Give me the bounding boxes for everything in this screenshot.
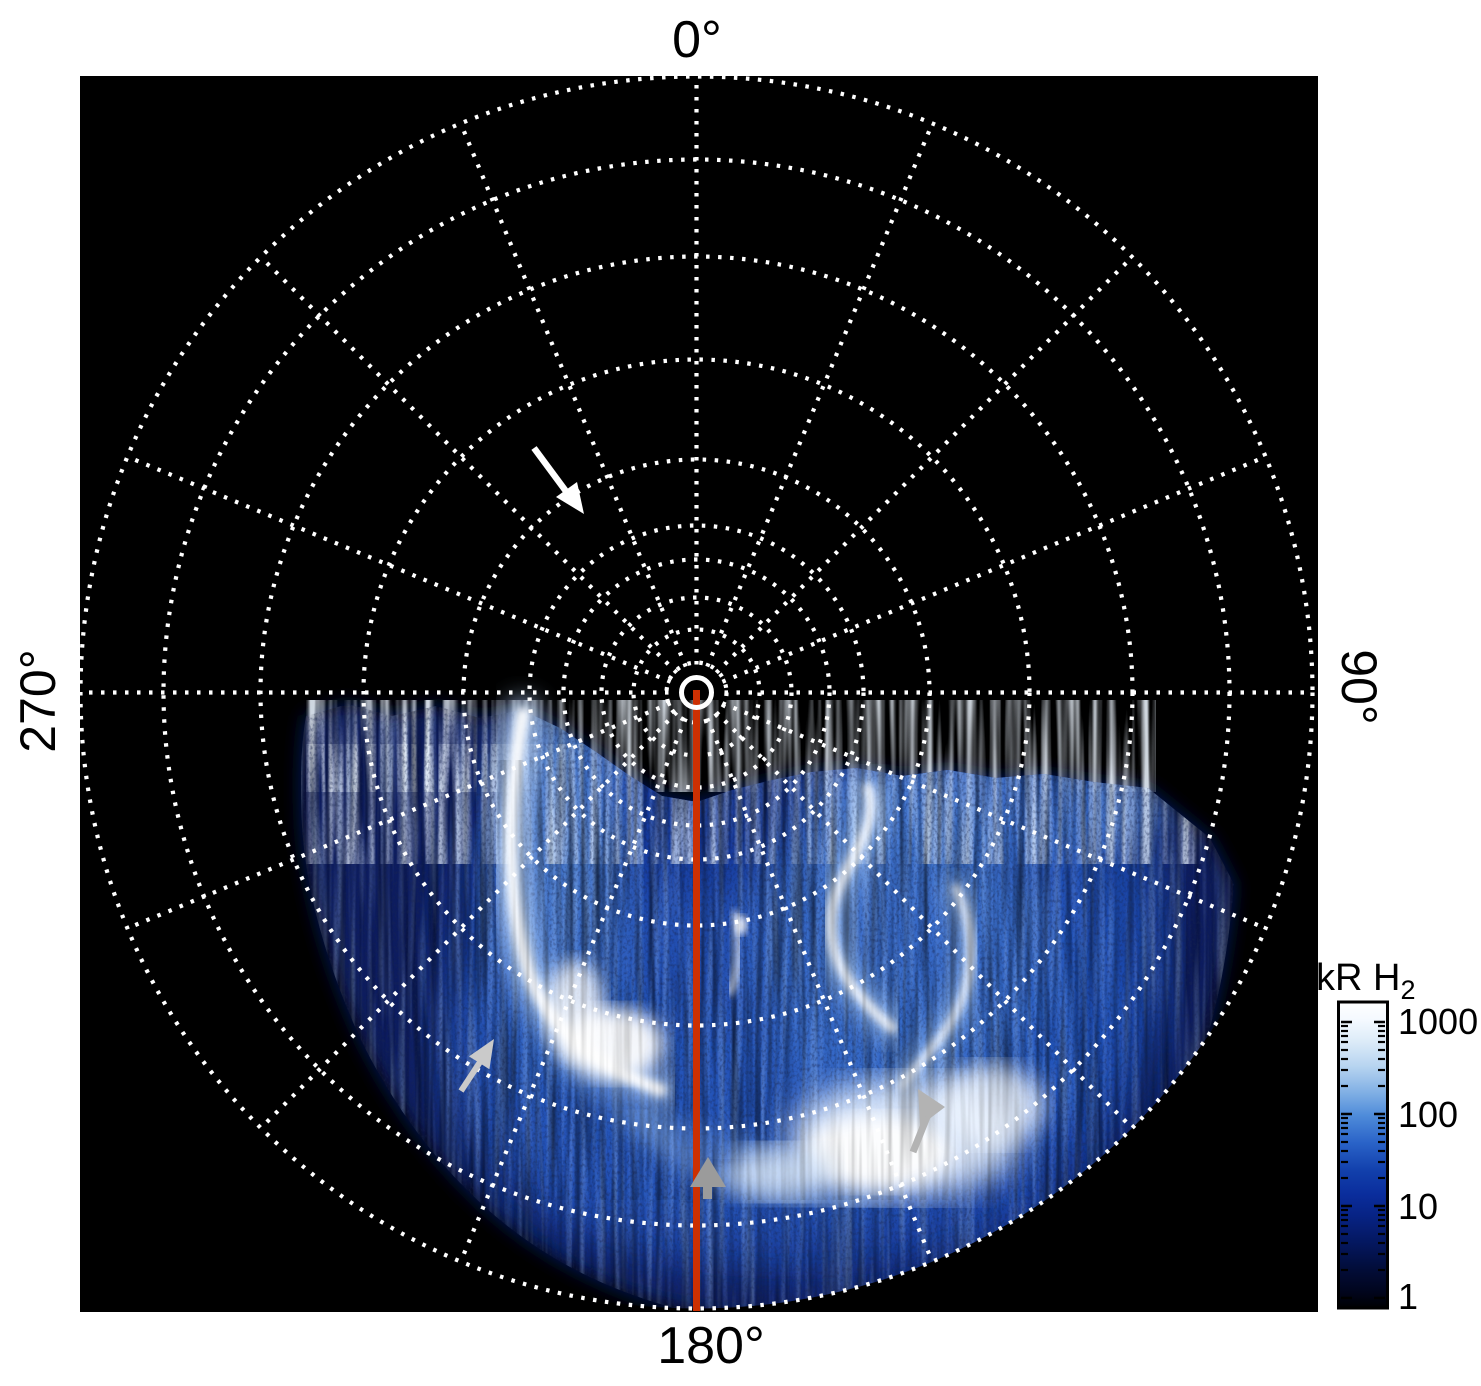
gray-arrow-left [458,1039,494,1093]
colorbar-ticks [1339,1020,1387,1300]
colorbar-tick-1000: 1000 [1398,1001,1478,1042]
colorbar-tick-1: 1 [1398,1276,1418,1317]
colorbar-tick-labels: 1000 100 10 1 [1398,1001,1478,1317]
white-arrow [531,446,584,514]
gray-arrowhead-center [690,1157,726,1199]
angular-gridline-spokes [80,76,1313,1309]
colorbar-title: kR H2 [1316,957,1415,1005]
colorbar-gradient [1337,1000,1389,1310]
pole-marker-ring [679,675,714,710]
colorbar-tick-10: 10 [1398,1186,1438,1227]
gray-arrowhead-right [909,1089,945,1154]
angle-label-top: 0° [672,11,722,69]
angle-label-left: 270° [10,649,66,752]
angle-label-bottom: 180° [657,1317,765,1375]
colorbar-tick-100: 100 [1398,1094,1458,1135]
colorbar: kR H2 1000 100 10 1 [1316,957,1478,1317]
aurora-image [301,698,1234,1309]
angle-label-right: 90° [1331,649,1387,725]
